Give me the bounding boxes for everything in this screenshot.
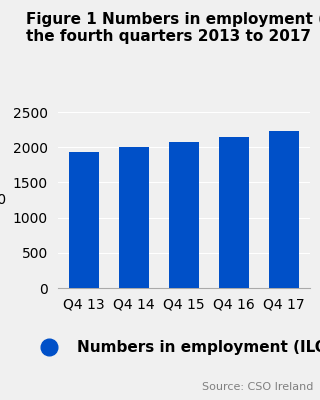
Bar (169, 142, 199, 288)
Bar (119, 147, 149, 288)
Bar (219, 137, 249, 288)
Bar (269, 131, 299, 288)
Text: Figure 1 Numbers in employment (ILO), in
the fourth quarters 2013 to 2017: Figure 1 Numbers in employment (ILO), in… (26, 12, 320, 44)
Bar (69, 152, 99, 288)
Legend: Numbers in employment (ILO): Numbers in employment (ILO) (28, 334, 320, 362)
Text: Source: CSO Ireland: Source: CSO Ireland (202, 382, 314, 392)
Y-axis label: '000: '000 (0, 193, 7, 207)
